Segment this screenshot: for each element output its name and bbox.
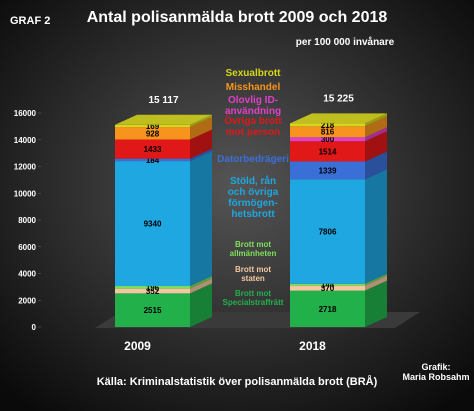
data-label: 300 xyxy=(321,135,335,144)
legend-label: Brott mot Specialstraffrätt xyxy=(223,289,284,307)
bar-total: 15 117 xyxy=(148,95,178,106)
bar-side xyxy=(365,131,387,162)
bar-side xyxy=(365,127,387,142)
bar-front xyxy=(115,158,190,162)
legend-label: Datorbedrägeri xyxy=(217,154,289,165)
bar-segment xyxy=(115,283,212,327)
bar-side xyxy=(190,117,212,140)
data-label: 9340 xyxy=(144,220,162,229)
bar-side xyxy=(190,148,212,162)
data-label: 2515 xyxy=(144,306,162,315)
subtitle: per 100 000 invånare xyxy=(296,36,395,48)
bar-segment xyxy=(115,114,212,128)
bar-front xyxy=(115,124,190,128)
bar-front xyxy=(290,137,365,142)
data-label: 7806 xyxy=(319,228,337,237)
bar-front xyxy=(115,139,190,159)
data-label: 1339 xyxy=(319,166,337,175)
data-label: 816 xyxy=(321,128,335,137)
bar-front xyxy=(290,290,365,327)
x-tick-label: 2018 xyxy=(299,339,326,353)
source: Källa: Kriminalstatistik över polisanmäl… xyxy=(97,375,378,388)
bar-side xyxy=(190,114,212,128)
bar-side xyxy=(365,273,387,286)
bar-side xyxy=(365,151,387,180)
bar-side xyxy=(365,116,387,138)
bar-segment xyxy=(115,148,212,162)
bar-segment xyxy=(115,278,212,294)
bar-segment xyxy=(290,113,387,127)
y-tick-label: 12000 xyxy=(14,163,37,172)
bar-segment xyxy=(290,131,387,162)
bar-front xyxy=(115,127,190,140)
bar-segment xyxy=(290,116,387,138)
data-label: 370 xyxy=(321,284,335,293)
bar-segment xyxy=(290,275,387,291)
bar-segment xyxy=(115,117,212,140)
bar-side xyxy=(190,283,212,327)
bar-front xyxy=(290,283,365,286)
data-label: 1514 xyxy=(319,147,337,156)
bar-segment xyxy=(290,273,387,286)
bar-side xyxy=(365,169,387,284)
x-tick-label: 2009 xyxy=(124,339,151,353)
legend-label: Brott mot staten xyxy=(235,265,271,283)
bar-front xyxy=(290,179,365,284)
legend-label: Brott mot allmänheten xyxy=(230,240,277,258)
bar-front xyxy=(290,141,365,162)
bar-segment xyxy=(115,276,212,289)
y-tick-label: 0 xyxy=(32,323,37,332)
y-tick-label: 16000 xyxy=(14,109,37,118)
bar-front xyxy=(290,126,365,138)
bar-side xyxy=(365,275,387,291)
graph-label: GRAF 2 xyxy=(10,15,50,27)
bar-front xyxy=(290,123,365,127)
bar-side xyxy=(365,280,387,327)
data-label: 1433 xyxy=(144,145,162,154)
y-tick-label: 10000 xyxy=(14,189,37,198)
bar-total: 15 225 xyxy=(323,93,354,104)
bar-front xyxy=(290,161,365,180)
bar-front xyxy=(115,288,190,294)
data-label: 196 xyxy=(146,283,160,292)
bar-segment xyxy=(290,280,387,327)
data-label: 2718 xyxy=(319,305,337,314)
legend-label: Övriga brott mot person xyxy=(224,114,282,138)
legend-label: Olovlig ID-användning xyxy=(225,95,281,117)
bar-segment xyxy=(115,129,212,159)
data-label: 928 xyxy=(146,129,160,138)
bar-front xyxy=(115,293,190,327)
bar-top xyxy=(115,114,212,125)
bar-front xyxy=(115,286,190,289)
bar-side xyxy=(190,278,212,294)
legend-label: Sexualbrott xyxy=(225,68,281,79)
data-label: 218 xyxy=(321,121,335,130)
bar-side xyxy=(365,113,387,127)
data-label: 169 xyxy=(146,122,160,131)
y-tick-label: 8000 xyxy=(18,216,36,225)
legend-label: Misshandel xyxy=(226,82,281,93)
y-tick-label: 14000 xyxy=(14,136,37,145)
y-tick-label: 2000 xyxy=(18,296,36,305)
chart-title: Antal polisanmälda brott 2009 och 2018 xyxy=(87,9,388,26)
data-label: 352 xyxy=(146,287,160,296)
bar-side xyxy=(190,129,212,159)
y-tick-label: 4000 xyxy=(18,270,36,279)
data-label: 184 xyxy=(146,156,160,165)
bar-segment xyxy=(290,127,387,142)
legend-label: Stöld, rån och övriga förmögen-hetsbrott xyxy=(228,175,279,220)
bar-side xyxy=(190,151,212,287)
bar-front xyxy=(115,161,190,287)
bar-segment xyxy=(115,151,212,287)
y-tick-label: 6000 xyxy=(18,243,36,252)
credit: Grafik: Maria Robsahm xyxy=(402,362,469,382)
bar-front xyxy=(290,285,365,291)
bar-side xyxy=(190,276,212,289)
bar-segment xyxy=(290,151,387,180)
data-label: 144 xyxy=(321,281,335,290)
bar-segment xyxy=(290,169,387,284)
bar-top xyxy=(290,113,387,124)
